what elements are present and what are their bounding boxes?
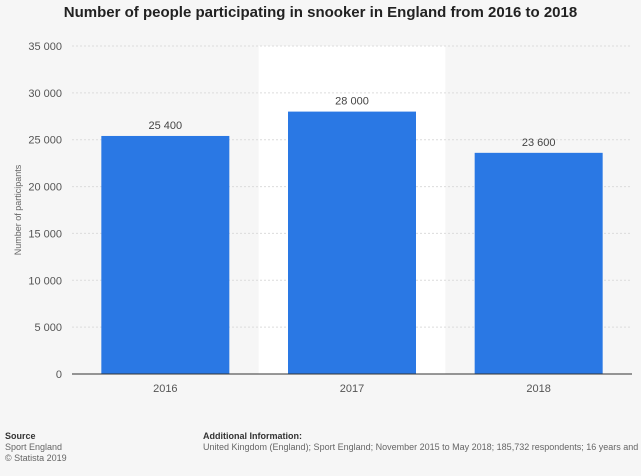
y-tick-label: 20 000: [28, 182, 62, 194]
data-label: 28 000: [335, 96, 369, 108]
bar: [474, 152, 603, 374]
source-line: Sport England: [5, 442, 63, 452]
additional-info-heading: Additional Information:: [203, 431, 302, 441]
bar: [101, 135, 230, 374]
source-block: Source Sport England © Statista 2019: [5, 431, 67, 464]
y-tick-label: 35 000: [28, 41, 62, 53]
y-tick-label: 15 000: [28, 228, 62, 240]
y-tick-label: 5 000: [34, 322, 62, 334]
x-tick-label: 2018: [526, 383, 550, 395]
data-label: 23 600: [522, 137, 556, 149]
y-axis-title: Number of participants: [13, 164, 23, 255]
y-tick-label: 30 000: [28, 88, 62, 100]
bar-chart: 0 5 000 10 000 15 000 20 000 25 000 30 000 35 0…: [13, 41, 632, 395]
y-tick-label: 0: [56, 369, 62, 381]
data-label: 25 400: [149, 120, 183, 132]
additional-info-text: United Kingdom (England); Sport England;…: [203, 442, 641, 452]
additional-info-block: Additional Information: United Kingdom (…: [203, 431, 641, 453]
chart-title: Number of people participating in snooke…: [63, 4, 578, 21]
source-heading: Source: [5, 431, 36, 441]
bar: [288, 111, 416, 374]
x-tick-label: 2016: [153, 383, 177, 395]
x-tick-label: 2017: [340, 383, 364, 395]
y-tick-label: 10 000: [28, 275, 62, 287]
copyright-line: © Statista 2019: [5, 453, 67, 463]
y-tick-label: 25 000: [28, 135, 62, 147]
